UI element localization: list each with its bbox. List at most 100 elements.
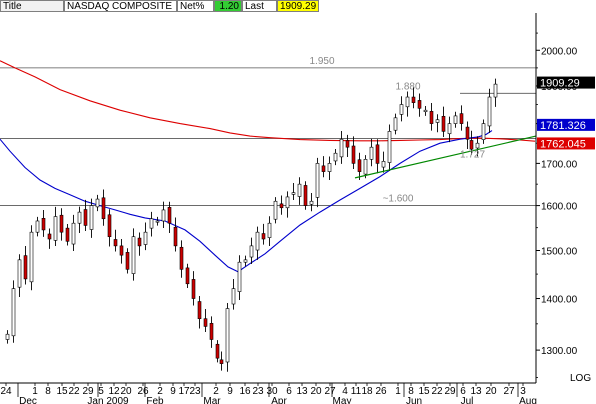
candle-body (357, 159, 362, 172)
candle-body (29, 231, 34, 283)
candle-body (47, 233, 52, 240)
x-day-label: 6 (286, 386, 292, 397)
annotation-label: 1.727 (460, 149, 485, 160)
x-day-label: 1 (395, 386, 401, 397)
candle-body (11, 288, 16, 337)
x-day-label: 11 (351, 386, 362, 397)
candle-body (339, 138, 344, 158)
price-tag (537, 137, 595, 150)
candle-body (137, 237, 142, 247)
x-day-label: 23 (252, 386, 264, 397)
candle-body (197, 301, 202, 320)
candle-body (375, 144, 380, 164)
candle-body (179, 246, 184, 270)
x-day-label: 20 (310, 386, 322, 397)
candle-body (41, 218, 46, 231)
candle-body (363, 159, 368, 175)
x-day-label: 5 (98, 386, 104, 397)
candle-body (393, 117, 398, 131)
chart-header: Title NASDAQ COMPOSITE Net% 1.20 Last 19… (0, 0, 536, 13)
candle-body (423, 109, 428, 113)
last-value: 1909.29 (277, 0, 319, 12)
x-day-label: 20 (485, 386, 497, 397)
x-day-label: 2 (157, 386, 163, 397)
x-month-label: Feb (146, 396, 164, 404)
y-tick-label: 1700.00 (541, 159, 578, 170)
x-day-label: 24 (0, 386, 12, 397)
x-day-label: 4 (342, 386, 348, 397)
candle-body (475, 142, 480, 149)
candle-body (89, 205, 94, 230)
candle-body (249, 245, 254, 258)
candle-body (441, 115, 446, 132)
y-tick-label: 1400.00 (541, 295, 578, 306)
candle-body (387, 131, 392, 163)
candle-body (453, 115, 458, 124)
candle-body (65, 227, 70, 242)
candle-body (435, 119, 440, 123)
candle-body (143, 231, 148, 245)
candle-body (149, 218, 154, 229)
candle-body (155, 220, 160, 223)
candle-body (59, 214, 64, 233)
x-day-label: 22 (431, 386, 443, 397)
x-day-label: 29 (444, 386, 456, 397)
candle-body (5, 333, 10, 340)
horizontal-line-label: 1.950 (309, 56, 334, 67)
x-day-label: 6 (460, 386, 466, 397)
horizontal-line-label: ~1.600 (383, 194, 414, 205)
candle-body (459, 113, 464, 124)
candle-body (291, 192, 296, 195)
candle-body (167, 207, 172, 224)
x-day-label: 18 (361, 386, 373, 397)
price-tag (537, 118, 595, 131)
candle-body (255, 231, 260, 251)
x-day-label: 12 (108, 386, 120, 397)
x-day-label: 26 (137, 386, 149, 397)
candle-body (273, 200, 278, 220)
candle-body (315, 163, 320, 198)
candle-body (243, 259, 248, 263)
candle-body (345, 140, 350, 148)
x-month-label: Apr (271, 396, 287, 404)
price-tag-label: 1762.045 (540, 138, 586, 150)
net-percent-label: Net% (177, 0, 214, 12)
candle-body (131, 236, 136, 274)
title-label[interactable]: Title (0, 0, 64, 12)
moving-average-line (0, 60, 536, 142)
candle-body (327, 163, 332, 172)
candle-body (267, 222, 272, 238)
candle-body (203, 318, 208, 327)
x-day-label: 8 (45, 386, 51, 397)
x-day-label: 13 (296, 386, 308, 397)
x-day-label: 20 (120, 386, 132, 397)
candle-body (469, 140, 474, 150)
last-label: Last (242, 0, 277, 12)
candle-body (261, 233, 266, 240)
candle-body (53, 216, 58, 241)
candle-body (487, 96, 492, 127)
y-tick-label: 1500.00 (541, 247, 578, 258)
x-day-label: 15 (56, 386, 68, 397)
x-day-label: 13 (470, 386, 482, 397)
candle-body (185, 267, 190, 285)
candle-body (399, 104, 404, 115)
moving-average-line (0, 130, 493, 273)
log-scale-label: LOG (570, 373, 591, 384)
candle-body (83, 209, 88, 226)
x-day-label: 16 (239, 386, 251, 397)
candle-body (481, 123, 486, 140)
candle-body (447, 123, 452, 135)
candle-body (107, 214, 112, 238)
x-month-label: Mar (203, 396, 221, 404)
candle-body (35, 220, 40, 233)
x-day-label: 27 (324, 386, 336, 397)
candle-body (369, 146, 374, 160)
candle-body (279, 203, 284, 209)
x-day-label: 27 (503, 386, 515, 397)
x-day-label: 3 (520, 386, 526, 397)
candle-body (237, 261, 242, 292)
x-day-label: 8 (408, 386, 414, 397)
x-day-label: 15 (418, 386, 430, 397)
